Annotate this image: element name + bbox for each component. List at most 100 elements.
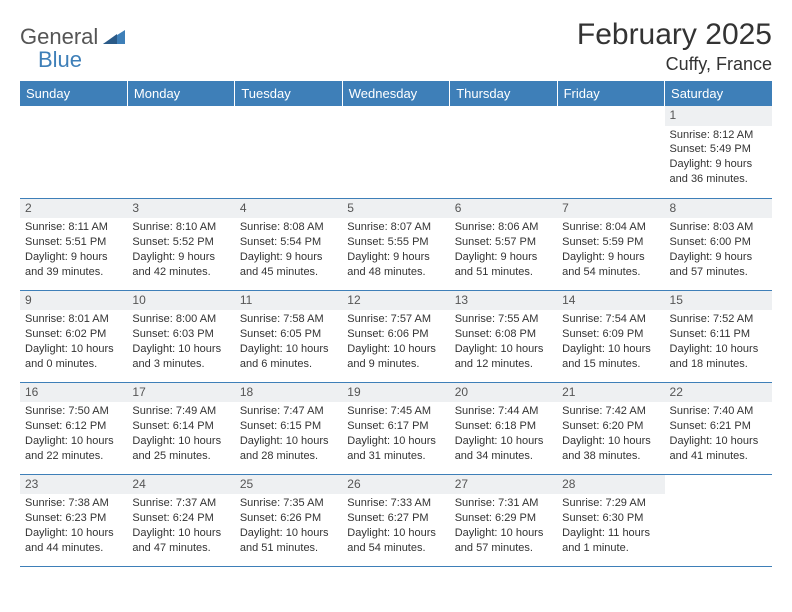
calendar-day-cell: 12Sunrise: 7:57 AMSunset: 6:06 PMDayligh…: [342, 290, 449, 382]
calendar-day-cell: 3Sunrise: 8:10 AMSunset: 5:52 PMDaylight…: [127, 198, 234, 290]
day-data: Sunrise: 7:42 AMSunset: 6:20 PMDaylight:…: [557, 402, 664, 467]
calendar-empty-cell: [20, 106, 127, 198]
day-data: Sunrise: 7:55 AMSunset: 6:08 PMDaylight:…: [450, 310, 557, 375]
day-data: Sunrise: 7:50 AMSunset: 6:12 PMDaylight:…: [20, 402, 127, 467]
calendar-day-cell: 13Sunrise: 7:55 AMSunset: 6:08 PMDayligh…: [450, 290, 557, 382]
day-number: 18: [235, 383, 342, 403]
calendar-week-row: 23Sunrise: 7:38 AMSunset: 6:23 PMDayligh…: [20, 474, 772, 566]
day-data: Sunrise: 8:10 AMSunset: 5:52 PMDaylight:…: [127, 218, 234, 283]
calendar-day-cell: 2Sunrise: 8:11 AMSunset: 5:51 PMDaylight…: [20, 198, 127, 290]
month-title: February 2025: [577, 18, 772, 52]
day-number: 23: [20, 475, 127, 495]
calendar-day-cell: 1Sunrise: 8:12 AMSunset: 5:49 PMDaylight…: [665, 106, 772, 198]
calendar-head: SundayMondayTuesdayWednesdayThursdayFrid…: [20, 81, 772, 106]
day-number: 25: [235, 475, 342, 495]
calendar-table: SundayMondayTuesdayWednesdayThursdayFrid…: [20, 81, 772, 567]
calendar-day-cell: 10Sunrise: 8:00 AMSunset: 6:03 PMDayligh…: [127, 290, 234, 382]
weekday-header: Thursday: [450, 81, 557, 106]
day-data: Sunrise: 7:44 AMSunset: 6:18 PMDaylight:…: [450, 402, 557, 467]
calendar-empty-cell: [665, 474, 772, 566]
day-data: Sunrise: 7:47 AMSunset: 6:15 PMDaylight:…: [235, 402, 342, 467]
day-number: 14: [557, 291, 664, 311]
day-number: 12: [342, 291, 449, 311]
day-number: 21: [557, 383, 664, 403]
weekday-header: Sunday: [20, 81, 127, 106]
day-data: Sunrise: 8:01 AMSunset: 6:02 PMDaylight:…: [20, 310, 127, 375]
day-data: Sunrise: 7:40 AMSunset: 6:21 PMDaylight:…: [665, 402, 772, 467]
day-number: 19: [342, 383, 449, 403]
day-data: Sunrise: 8:04 AMSunset: 5:59 PMDaylight:…: [557, 218, 664, 283]
logo-word2: Blue: [38, 47, 82, 72]
day-data: Sunrise: 7:52 AMSunset: 6:11 PMDaylight:…: [665, 310, 772, 375]
day-number: 10: [127, 291, 234, 311]
calendar-week-row: 16Sunrise: 7:50 AMSunset: 6:12 PMDayligh…: [20, 382, 772, 474]
day-data: Sunrise: 7:35 AMSunset: 6:26 PMDaylight:…: [235, 494, 342, 559]
day-data: Sunrise: 7:33 AMSunset: 6:27 PMDaylight:…: [342, 494, 449, 559]
day-number: 8: [665, 199, 772, 219]
calendar-day-cell: 4Sunrise: 8:08 AMSunset: 5:54 PMDaylight…: [235, 198, 342, 290]
day-data: Sunrise: 7:54 AMSunset: 6:09 PMDaylight:…: [557, 310, 664, 375]
day-number: 15: [665, 291, 772, 311]
day-data: Sunrise: 8:11 AMSunset: 5:51 PMDaylight:…: [20, 218, 127, 283]
weekday-header: Wednesday: [342, 81, 449, 106]
day-number: 7: [557, 199, 664, 219]
day-number: 3: [127, 199, 234, 219]
calendar-day-cell: 9Sunrise: 8:01 AMSunset: 6:02 PMDaylight…: [20, 290, 127, 382]
day-number: 11: [235, 291, 342, 311]
calendar-day-cell: 27Sunrise: 7:31 AMSunset: 6:29 PMDayligh…: [450, 474, 557, 566]
calendar-day-cell: 8Sunrise: 8:03 AMSunset: 6:00 PMDaylight…: [665, 198, 772, 290]
calendar-day-cell: 16Sunrise: 7:50 AMSunset: 6:12 PMDayligh…: [20, 382, 127, 474]
day-number: 17: [127, 383, 234, 403]
calendar-week-row: 9Sunrise: 8:01 AMSunset: 6:02 PMDaylight…: [20, 290, 772, 382]
day-data: Sunrise: 7:29 AMSunset: 6:30 PMDaylight:…: [557, 494, 664, 559]
calendar-day-cell: 7Sunrise: 8:04 AMSunset: 5:59 PMDaylight…: [557, 198, 664, 290]
calendar-day-cell: 24Sunrise: 7:37 AMSunset: 6:24 PMDayligh…: [127, 474, 234, 566]
logo-text-block: General Blue: [20, 26, 125, 72]
calendar-week-row: 2Sunrise: 8:11 AMSunset: 5:51 PMDaylight…: [20, 198, 772, 290]
day-data: Sunrise: 7:37 AMSunset: 6:24 PMDaylight:…: [127, 494, 234, 559]
calendar-day-cell: 21Sunrise: 7:42 AMSunset: 6:20 PMDayligh…: [557, 382, 664, 474]
calendar-day-cell: 17Sunrise: 7:49 AMSunset: 6:14 PMDayligh…: [127, 382, 234, 474]
calendar-day-cell: 22Sunrise: 7:40 AMSunset: 6:21 PMDayligh…: [665, 382, 772, 474]
day-data: Sunrise: 8:03 AMSunset: 6:00 PMDaylight:…: [665, 218, 772, 283]
day-number: 9: [20, 291, 127, 311]
day-number: 13: [450, 291, 557, 311]
day-data: Sunrise: 8:07 AMSunset: 5:55 PMDaylight:…: [342, 218, 449, 283]
day-data: Sunrise: 7:58 AMSunset: 6:05 PMDaylight:…: [235, 310, 342, 375]
day-number: 4: [235, 199, 342, 219]
weekday-header: Monday: [127, 81, 234, 106]
day-number: 1: [665, 106, 772, 126]
page: General Blue February 2025 Cuffy, France…: [0, 0, 792, 577]
calendar-day-cell: 23Sunrise: 7:38 AMSunset: 6:23 PMDayligh…: [20, 474, 127, 566]
calendar-empty-cell: [450, 106, 557, 198]
day-data: Sunrise: 7:31 AMSunset: 6:29 PMDaylight:…: [450, 494, 557, 559]
calendar-day-cell: 6Sunrise: 8:06 AMSunset: 5:57 PMDaylight…: [450, 198, 557, 290]
day-data: Sunrise: 8:06 AMSunset: 5:57 PMDaylight:…: [450, 218, 557, 283]
calendar-day-cell: 19Sunrise: 7:45 AMSunset: 6:17 PMDayligh…: [342, 382, 449, 474]
calendar-day-cell: 26Sunrise: 7:33 AMSunset: 6:27 PMDayligh…: [342, 474, 449, 566]
calendar-empty-cell: [235, 106, 342, 198]
calendar-week-row: 1Sunrise: 8:12 AMSunset: 5:49 PMDaylight…: [20, 106, 772, 198]
day-data: Sunrise: 7:45 AMSunset: 6:17 PMDaylight:…: [342, 402, 449, 467]
day-data: Sunrise: 8:08 AMSunset: 5:54 PMDaylight:…: [235, 218, 342, 283]
day-number: 2: [20, 199, 127, 219]
calendar-day-cell: 28Sunrise: 7:29 AMSunset: 6:30 PMDayligh…: [557, 474, 664, 566]
day-number: 16: [20, 383, 127, 403]
location: Cuffy, France: [577, 54, 772, 75]
day-data: Sunrise: 7:38 AMSunset: 6:23 PMDaylight:…: [20, 494, 127, 559]
weekday-row: SundayMondayTuesdayWednesdayThursdayFrid…: [20, 81, 772, 106]
calendar-day-cell: 14Sunrise: 7:54 AMSunset: 6:09 PMDayligh…: [557, 290, 664, 382]
calendar-day-cell: 11Sunrise: 7:58 AMSunset: 6:05 PMDayligh…: [235, 290, 342, 382]
logo: General Blue: [20, 18, 125, 72]
logo-word1: General: [20, 24, 98, 49]
day-number: 20: [450, 383, 557, 403]
title-block: February 2025 Cuffy, France: [577, 18, 772, 75]
day-number: 22: [665, 383, 772, 403]
calendar-empty-cell: [342, 106, 449, 198]
calendar-day-cell: 20Sunrise: 7:44 AMSunset: 6:18 PMDayligh…: [450, 382, 557, 474]
calendar-empty-cell: [557, 106, 664, 198]
logo-triangle-icon: [103, 28, 125, 49]
calendar-day-cell: 18Sunrise: 7:47 AMSunset: 6:15 PMDayligh…: [235, 382, 342, 474]
day-number: 28: [557, 475, 664, 495]
day-data: Sunrise: 7:49 AMSunset: 6:14 PMDaylight:…: [127, 402, 234, 467]
